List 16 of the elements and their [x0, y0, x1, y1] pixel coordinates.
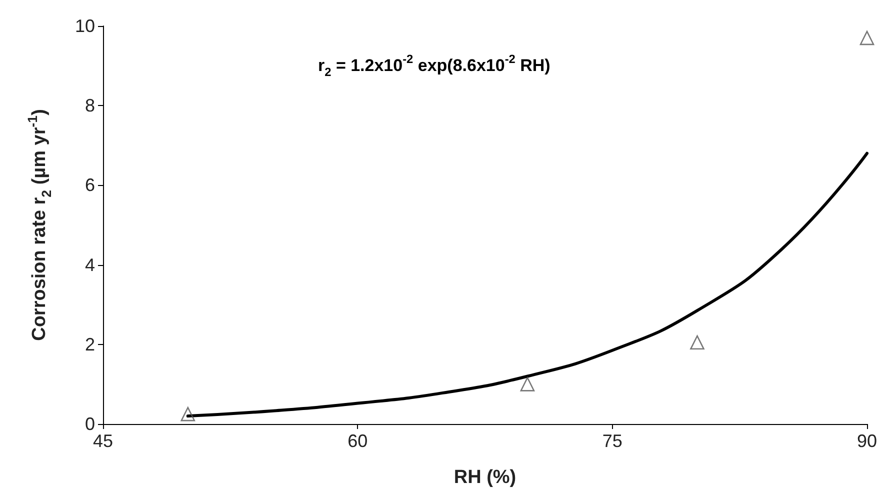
y-tick-label: 2 — [84, 334, 95, 354]
y-tick-label: 6 — [84, 175, 95, 196]
y-tick-label: 8 — [84, 96, 95, 116]
point — [180, 406, 196, 422]
point — [860, 30, 874, 46]
point — [520, 377, 535, 392]
x-tick-label: 90 — [856, 431, 878, 451]
y-axis-title: Corrosion rate r2 (µm yr-1) — [25, 109, 54, 341]
y-tick-label: 4 — [84, 254, 95, 275]
y-tick-label: 10 — [74, 16, 95, 36]
x-tick-label: 60 — [348, 431, 368, 451]
x-tick-label: 75 — [602, 431, 622, 451]
y-tick-label: 0 — [84, 414, 95, 434]
point — [690, 335, 704, 350]
x-axis-title: RH (%) — [454, 467, 516, 488]
x-tick-label: 45 — [92, 431, 114, 451]
